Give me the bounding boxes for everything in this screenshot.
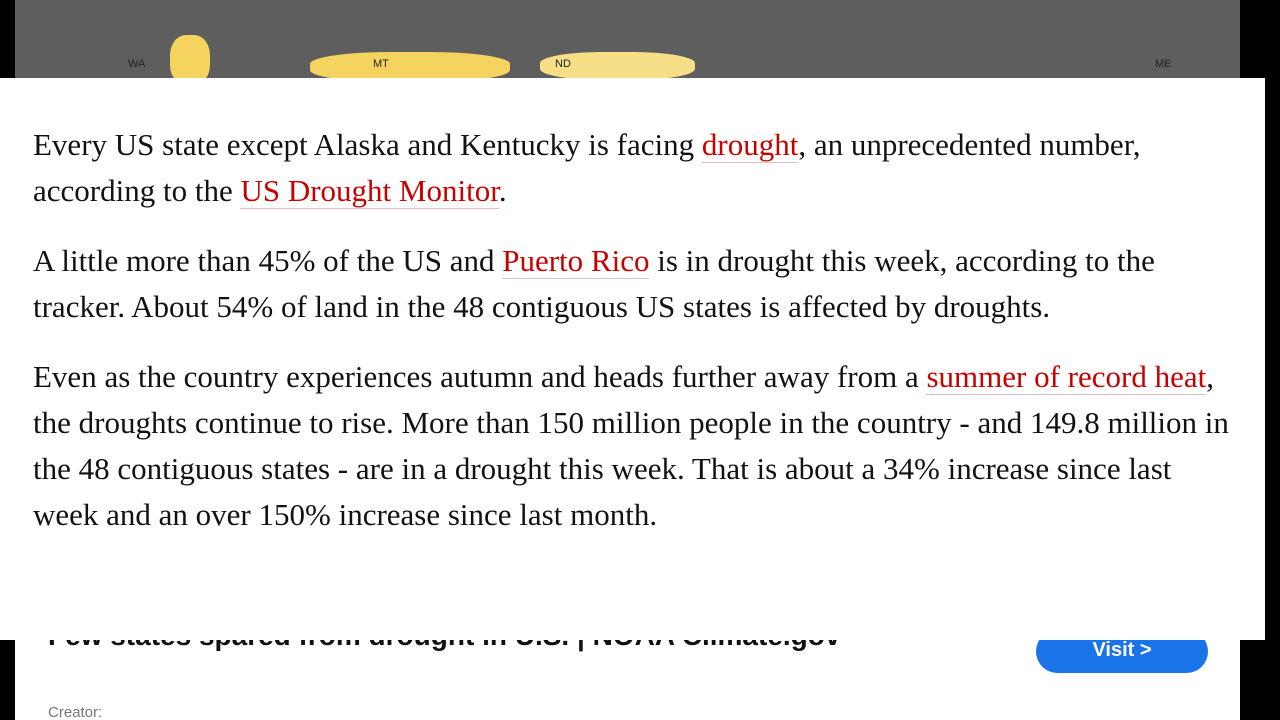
visit-button[interactable]: Visit > (1036, 640, 1208, 673)
text-run: Even as the country experiences autumn a… (33, 359, 927, 394)
map-region (310, 52, 510, 78)
text-run: Every US state except Alaska and Kentuck… (33, 127, 702, 162)
creator-label: Creator: (48, 704, 103, 720)
inline-link[interactable]: Puerto Rico (502, 243, 650, 279)
map-label: WA (128, 58, 146, 70)
inline-link[interactable]: summer of record heat (926, 359, 1207, 395)
text-run: is in drought this week, according to th… (33, 243, 1155, 324)
map-region (540, 52, 695, 78)
paragraph: Every US state except Alaska and Kentuck… (0, 122, 1233, 214)
article-body: Every US state except Alaska and Kentuck… (0, 78, 1265, 640)
paragraph: A little more than 45% of the US and Pue… (0, 238, 1233, 330)
map-label: ME (1155, 58, 1172, 70)
paragraph: Even as the country experiences autumn a… (0, 354, 1233, 538)
text-run: , an unprecedented number, according to … (33, 127, 1141, 208)
text-run: A little more than 45% of the US and (33, 243, 503, 278)
text-run: . (498, 173, 507, 208)
inline-link[interactable]: drought (701, 127, 799, 163)
inline-link[interactable]: US Drought Monitor (240, 173, 499, 209)
source-title: Few states spared from drought in U.S. |… (48, 640, 948, 654)
source-card: Few states spared from drought in U.S. |… (15, 640, 1240, 720)
map-label: ND (555, 58, 571, 70)
map-label: MT (373, 58, 389, 70)
map-region (170, 35, 210, 78)
text-run: , the droughts continue to rise. More th… (33, 359, 1229, 532)
drought-map: WA MT ND ME (15, 0, 1240, 78)
